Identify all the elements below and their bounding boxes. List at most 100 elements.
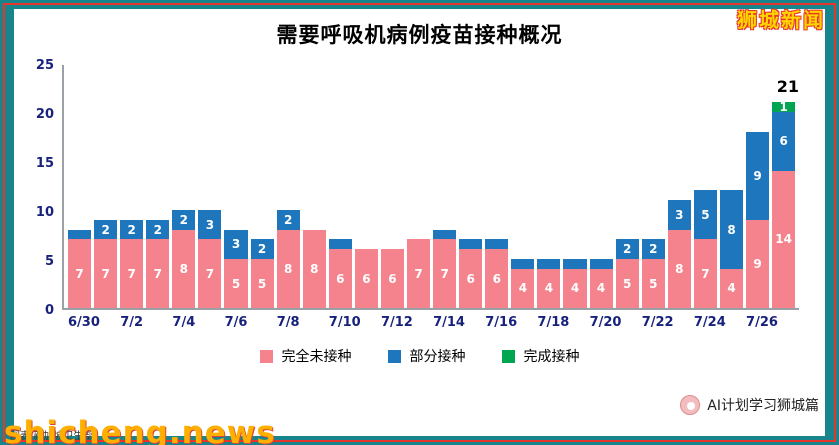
bar-segment: 4 bbox=[719, 268, 744, 308]
legend-label: 部分接种 bbox=[409, 349, 466, 365]
account-watermark: AI计划学习狮城篇 bbox=[680, 395, 819, 415]
x-tick-label bbox=[251, 315, 274, 330]
legend-item: 完全未接种 bbox=[259, 346, 352, 366]
legend-item: 部分接种 bbox=[387, 346, 466, 366]
bar-segment: 5 bbox=[224, 259, 248, 308]
x-tick-label: 7/2 bbox=[120, 315, 144, 330]
bar-segment bbox=[485, 239, 509, 250]
bar-segment: 6 bbox=[328, 249, 352, 308]
y-tick-label: 0 bbox=[44, 303, 54, 318]
bar-segment: 2 bbox=[276, 210, 300, 230]
bar-segment: 8 bbox=[719, 190, 744, 269]
bar: 7 bbox=[68, 229, 92, 308]
bar-segment bbox=[328, 239, 352, 250]
bar-segment: 4 bbox=[537, 268, 561, 308]
bar-segment: 6 bbox=[380, 249, 405, 308]
bar-segment: 1 bbox=[772, 100, 796, 114]
x-tick-label bbox=[355, 315, 378, 330]
x-tick-label bbox=[668, 315, 691, 330]
bar-segment: 5 bbox=[615, 259, 639, 308]
bar: 6 bbox=[380, 249, 405, 308]
bar-segment: 2 bbox=[172, 210, 196, 230]
bar-segment: 8 bbox=[172, 229, 196, 308]
y-tick-label: 25 bbox=[35, 58, 54, 73]
y-axis: 0 5 10 15 20 25 bbox=[28, 58, 62, 318]
bar-segment: 14 bbox=[772, 170, 796, 308]
legend-item: 完成接种 bbox=[501, 346, 580, 366]
legend: 完全未接种 部分接种 完成接种 bbox=[14, 346, 825, 366]
bar-segment: 7 bbox=[120, 239, 144, 308]
legend-swatch-icon bbox=[501, 349, 515, 363]
x-tick-label: 7/18 bbox=[537, 315, 570, 330]
bar-segment: 9 bbox=[746, 131, 770, 220]
bar: 4 bbox=[589, 259, 613, 308]
x-tick-label: 7/26 bbox=[746, 315, 778, 330]
bar-segment: 7 bbox=[146, 239, 170, 308]
account-avatar-icon bbox=[680, 395, 701, 415]
bar-segment bbox=[68, 229, 92, 240]
bar-segment: 8 bbox=[302, 229, 326, 308]
bar: 7 bbox=[433, 229, 457, 308]
bar-segment: 4 bbox=[563, 268, 587, 308]
bar: 6 bbox=[354, 249, 378, 308]
bar-segment: 7 bbox=[94, 239, 118, 308]
bar: 4 bbox=[537, 259, 561, 308]
x-tick-label bbox=[772, 315, 795, 330]
bar-segment bbox=[459, 239, 483, 250]
legend-label: 完成接种 bbox=[523, 349, 580, 365]
x-tick-label bbox=[616, 315, 639, 330]
bar-segment bbox=[433, 229, 457, 240]
x-tick-label: 7/14 bbox=[433, 315, 465, 330]
bar-segment: 6 bbox=[354, 249, 378, 308]
bar-segment bbox=[589, 259, 613, 269]
bar: 4 bbox=[511, 259, 535, 308]
x-tick-label: 7/4 bbox=[172, 315, 196, 330]
source-caption: 图表:新加坡卫生部 bbox=[10, 431, 94, 442]
chart-title: 需要呼吸机病例疫苗接种概况 bbox=[276, 23, 563, 47]
legend-swatch-icon bbox=[387, 349, 401, 363]
bar-segment: 5 bbox=[693, 190, 717, 240]
bar-segment: 2 bbox=[94, 219, 118, 240]
x-tick-label bbox=[198, 315, 221, 330]
bar-segment: 2 bbox=[120, 219, 144, 240]
x-tick-label bbox=[511, 315, 534, 330]
x-tick-label bbox=[720, 315, 743, 330]
bar: 6 bbox=[328, 239, 352, 308]
x-tick-label: 7/10 bbox=[328, 315, 361, 330]
y-tick-label: 20 bbox=[35, 107, 54, 122]
brand-logo: 狮城新闻 bbox=[737, 8, 825, 32]
x-tick-label: 7/16 bbox=[485, 315, 518, 330]
bar-segment: 6 bbox=[772, 112, 796, 171]
bar: 8 bbox=[302, 229, 326, 308]
bar-segment: 5 bbox=[250, 259, 274, 308]
bar: 7 bbox=[407, 239, 431, 308]
y-tick-label: 15 bbox=[35, 156, 54, 171]
bar-segment: 2 bbox=[615, 239, 639, 259]
legend-label: 完全未接种 bbox=[281, 349, 352, 365]
legend-swatch-icon bbox=[259, 349, 273, 363]
bar-segment: 7 bbox=[198, 239, 222, 308]
account-name: AI计划学习狮城篇 bbox=[707, 398, 819, 414]
bar-segment bbox=[511, 259, 535, 269]
bar-segment: 6 bbox=[485, 249, 509, 308]
x-axis: 6/30 7/2 7/4 7/6 7/8 7/10 7/12 7/14 7/16 7/18 7/20… bbox=[64, 315, 799, 330]
x-tick-label: 7/8 bbox=[276, 315, 300, 330]
bar-segment: 5 bbox=[641, 259, 665, 308]
bar-segment: 4 bbox=[511, 268, 535, 308]
x-tick-label bbox=[407, 315, 430, 330]
bar-segment: 2 bbox=[250, 239, 274, 259]
